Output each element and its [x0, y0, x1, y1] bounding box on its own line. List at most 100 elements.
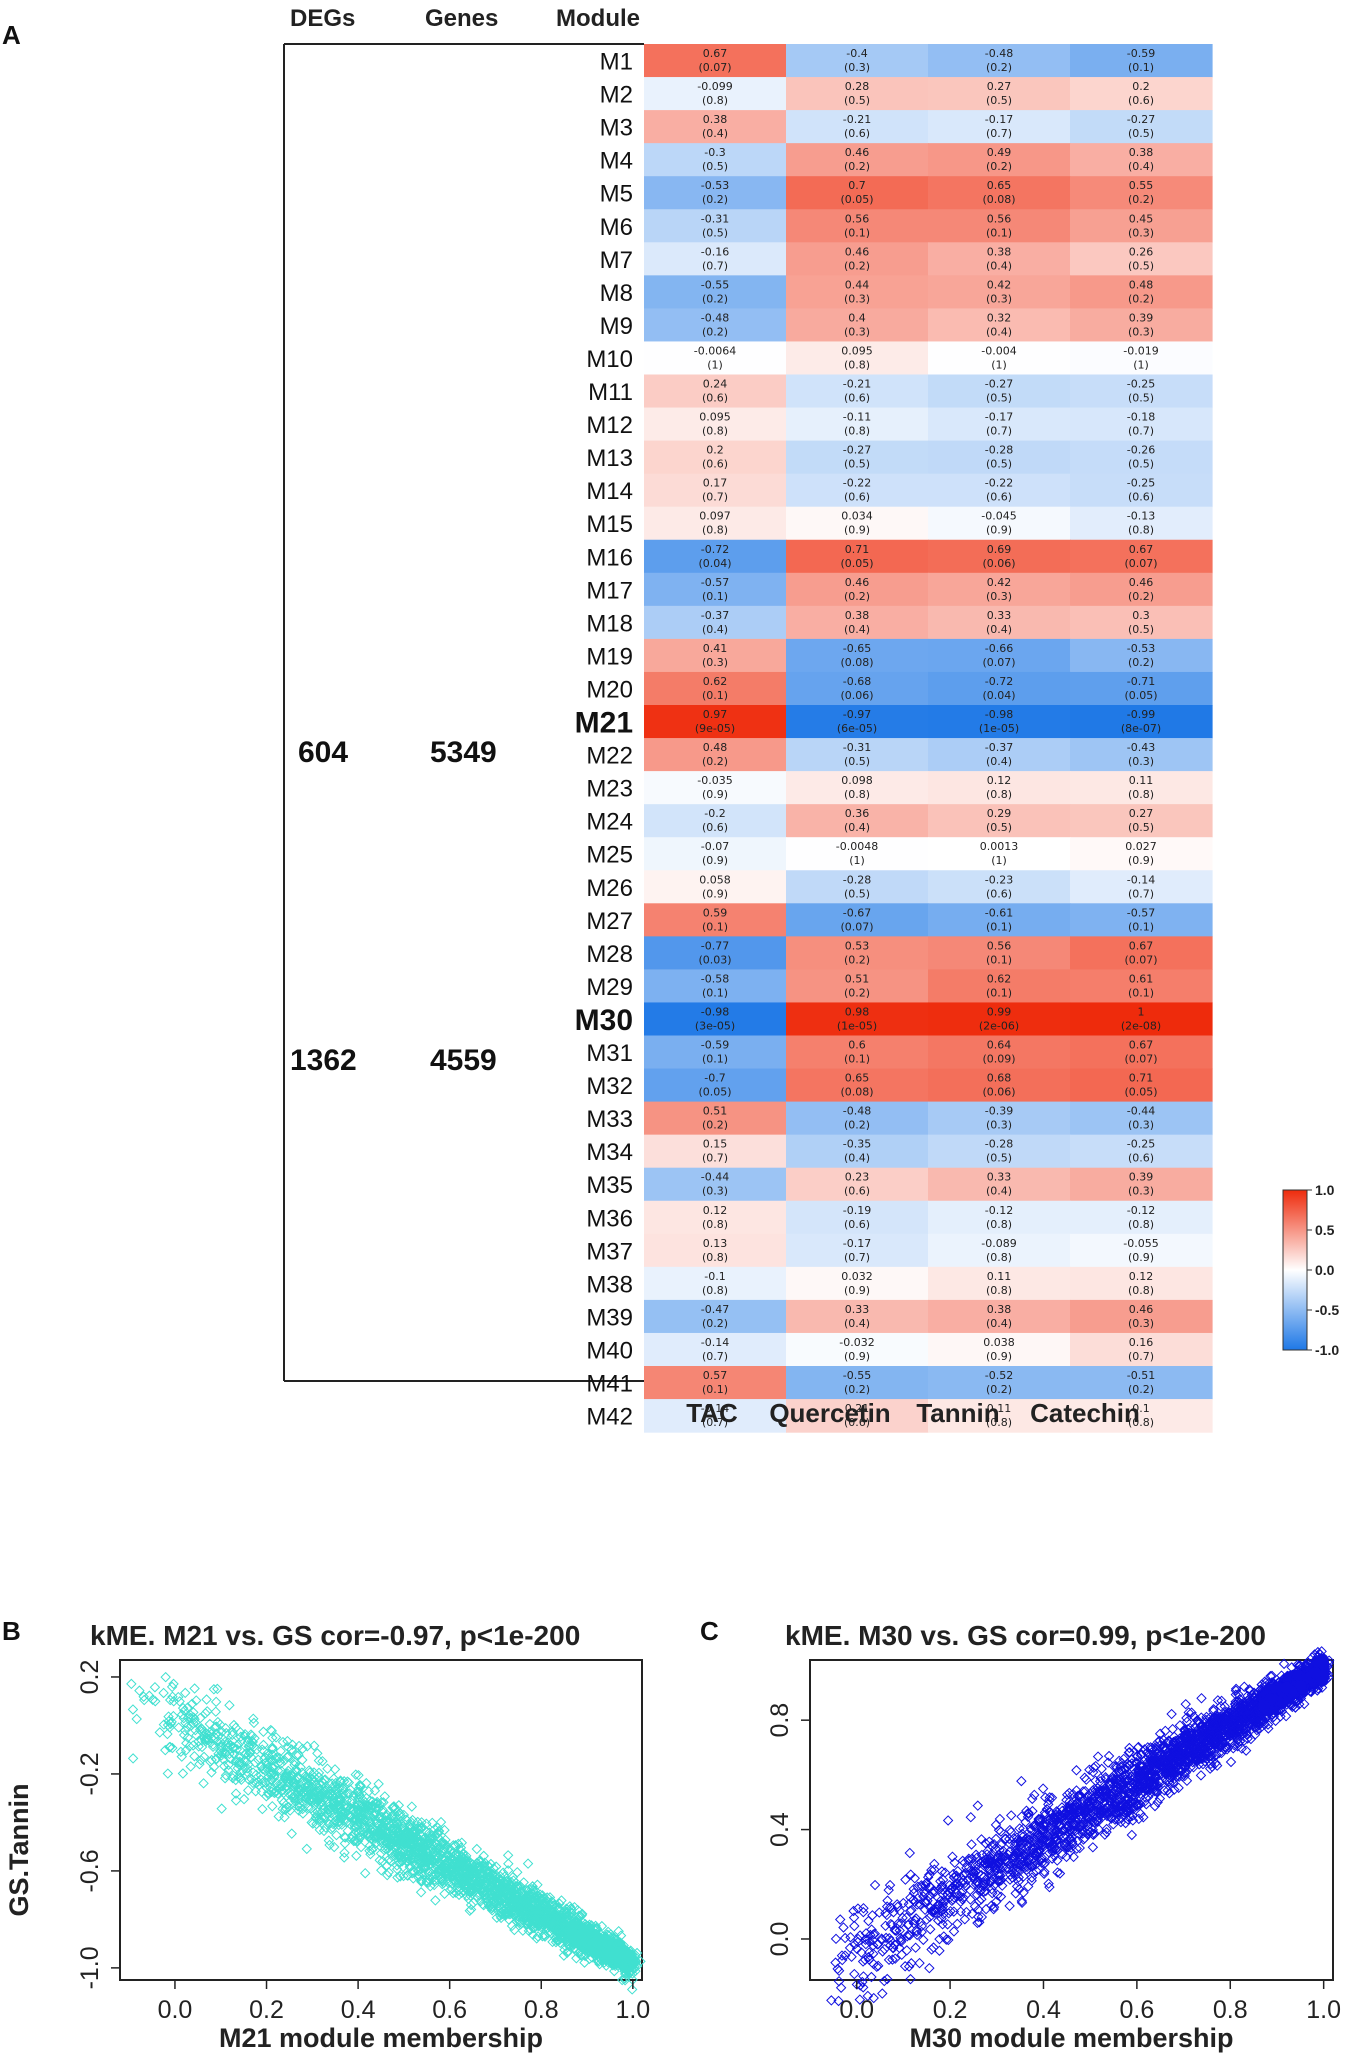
cell-pvalue: (0.3) — [986, 1119, 1012, 1132]
heatmap-cell-M7-Quercetin — [786, 242, 929, 276]
cell-pvalue: (0.9) — [702, 854, 728, 867]
cell-pvalue: (0.5) — [702, 160, 728, 173]
cell-value: 0.11 — [987, 1402, 1012, 1415]
heatmap-cell-M17-Quercetin — [786, 572, 929, 607]
scatter-point — [1026, 1875, 1037, 1887]
heatmap-cell-M11-Catechin — [1070, 374, 1213, 409]
legend-tick-label: -1.0 — [1315, 1342, 1339, 1358]
heatmap-cell-M7-TAC — [644, 242, 787, 276]
cell-pvalue: (6e-05) — [837, 722, 877, 735]
heatmap-cell-M14-TAC — [644, 473, 787, 508]
cell-value: 0.27 — [1129, 807, 1154, 820]
cell-pvalue: (0.07) — [1124, 953, 1157, 966]
heatmap-cell-M3-TAC — [644, 110, 787, 144]
cell-value: -0.66 — [985, 642, 1013, 655]
cell-pvalue: (0.6) — [986, 491, 1012, 504]
cell-value: 0.12 — [987, 774, 1012, 787]
heatmap-cell-M27-Catechin — [1070, 903, 1213, 937]
module-label-M5: M5 — [600, 181, 633, 208]
cell-value: 0.44 — [845, 278, 870, 291]
scatter-point — [603, 1939, 616, 1952]
heatmap-cell-M8-Quercetin — [786, 275, 929, 309]
heatmap-cell-M42-Quercetin — [786, 1399, 929, 1433]
cell-pvalue: (0.1) — [702, 689, 728, 702]
heatmap-cell-M11-Quercetin — [786, 374, 929, 409]
cell-value: -0.17 — [843, 1237, 871, 1250]
cell-value: -0.0048 — [836, 840, 878, 853]
scatter-point — [869, 1879, 881, 1891]
cell-pvalue: (0.8) — [702, 1218, 728, 1231]
cell-value: 0.48 — [703, 741, 728, 754]
cell-value: 0.28 — [845, 80, 870, 93]
cell-value: 0.095 — [841, 344, 873, 357]
scatter-point — [590, 1940, 603, 1953]
module-label-M3: M3 — [600, 115, 633, 142]
scatter-point — [185, 1761, 196, 1772]
heatmap-cell-M24-TAC — [644, 804, 787, 838]
module-label-M34: M34 — [586, 1139, 633, 1166]
heatmap-cell-M8-Catechin — [1070, 275, 1213, 309]
cell-pvalue: (0.9) — [1128, 1251, 1154, 1264]
scatter-point — [948, 1906, 960, 1917]
scatter-point — [502, 1865, 514, 1876]
cell-pvalue: (0.9) — [986, 524, 1012, 537]
scatter-point — [177, 1768, 189, 1779]
cell-pvalue: (0.1) — [702, 920, 728, 933]
cell-pvalue: (0.9) — [702, 788, 728, 801]
cell-pvalue: (1e-05) — [979, 722, 1019, 735]
cell-value: -0.43 — [1127, 741, 1155, 754]
plot-frame — [119, 1659, 643, 1981]
scatter-point — [1225, 1756, 1237, 1768]
scatter-point — [242, 1785, 254, 1796]
heatmap-cell-M34-TAC — [644, 1134, 787, 1169]
header-module: Module — [556, 5, 640, 32]
cell-value: -0.032 — [839, 1336, 874, 1349]
heatmap-cell-M38-Catechin — [1070, 1266, 1213, 1301]
scatter-point — [381, 1869, 393, 1881]
heatmap-cell-M27-Quercetin — [786, 903, 929, 937]
heatmap-cell-M17-TAC — [644, 572, 787, 607]
heatmap-cell-M21-Quercetin — [786, 705, 929, 739]
module-label-M4: M4 — [600, 148, 633, 175]
scatter-point — [230, 1795, 242, 1806]
heatmap-cell-M16-Quercetin — [786, 539, 929, 574]
cell-value: 0.98 — [845, 1005, 870, 1018]
heatmap-cell-M16-TAC — [644, 539, 787, 574]
heatmap-cell-M40-Catechin — [1070, 1332, 1213, 1367]
module-label-M20: M20 — [586, 676, 633, 703]
cell-pvalue: (0.4) — [844, 623, 870, 636]
cell-value: -0.22 — [985, 477, 1013, 490]
heatmap-cell-M38-Quercetin — [786, 1266, 929, 1301]
cell-pvalue: (8e-07) — [1121, 722, 1161, 735]
heatmap-cell-M14-Tannin — [928, 473, 1071, 508]
legend-tick-label: 0.5 — [1315, 1222, 1335, 1238]
cell-pvalue: (0.8) — [986, 1251, 1012, 1264]
module-label-M35: M35 — [586, 1172, 633, 1199]
cell-value: 0.058 — [699, 873, 731, 886]
cell-value: -0.07 — [701, 840, 729, 853]
cell-pvalue: (0.7) — [702, 1416, 728, 1429]
module-label-M28: M28 — [586, 941, 633, 968]
cell-value: -0.12 — [1127, 1204, 1155, 1217]
heatmap-cell-M30-Quercetin — [786, 1002, 929, 1037]
cell-pvalue: (0.03) — [698, 953, 731, 966]
scatter-point — [1092, 1751, 1104, 1762]
cell-value: 0.038 — [983, 1336, 1015, 1349]
cell-pvalue: (0.7) — [1128, 1350, 1154, 1363]
cell-value: -0.55 — [701, 278, 729, 291]
scatter-point — [257, 1803, 268, 1815]
scatter-point — [1195, 1770, 1207, 1781]
scatter-point — [602, 1926, 614, 1938]
cell-pvalue: (0.04) — [982, 689, 1015, 702]
scatter-point — [353, 1769, 364, 1781]
heatmap-cell-M15-Quercetin — [786, 506, 929, 541]
heatmap-cell-M41-TAC — [644, 1366, 787, 1400]
cell-pvalue: (0.07) — [840, 920, 873, 933]
heatmap-cell-M38-Tannin — [928, 1266, 1071, 1301]
scatter-point — [210, 1706, 222, 1717]
scatter-point — [346, 1795, 358, 1806]
heatmap-cell-M3-Catechin — [1070, 110, 1213, 144]
heatmap-cell-M35-Quercetin — [786, 1167, 929, 1202]
heatmap-cell-M41-Tannin — [928, 1366, 1071, 1400]
